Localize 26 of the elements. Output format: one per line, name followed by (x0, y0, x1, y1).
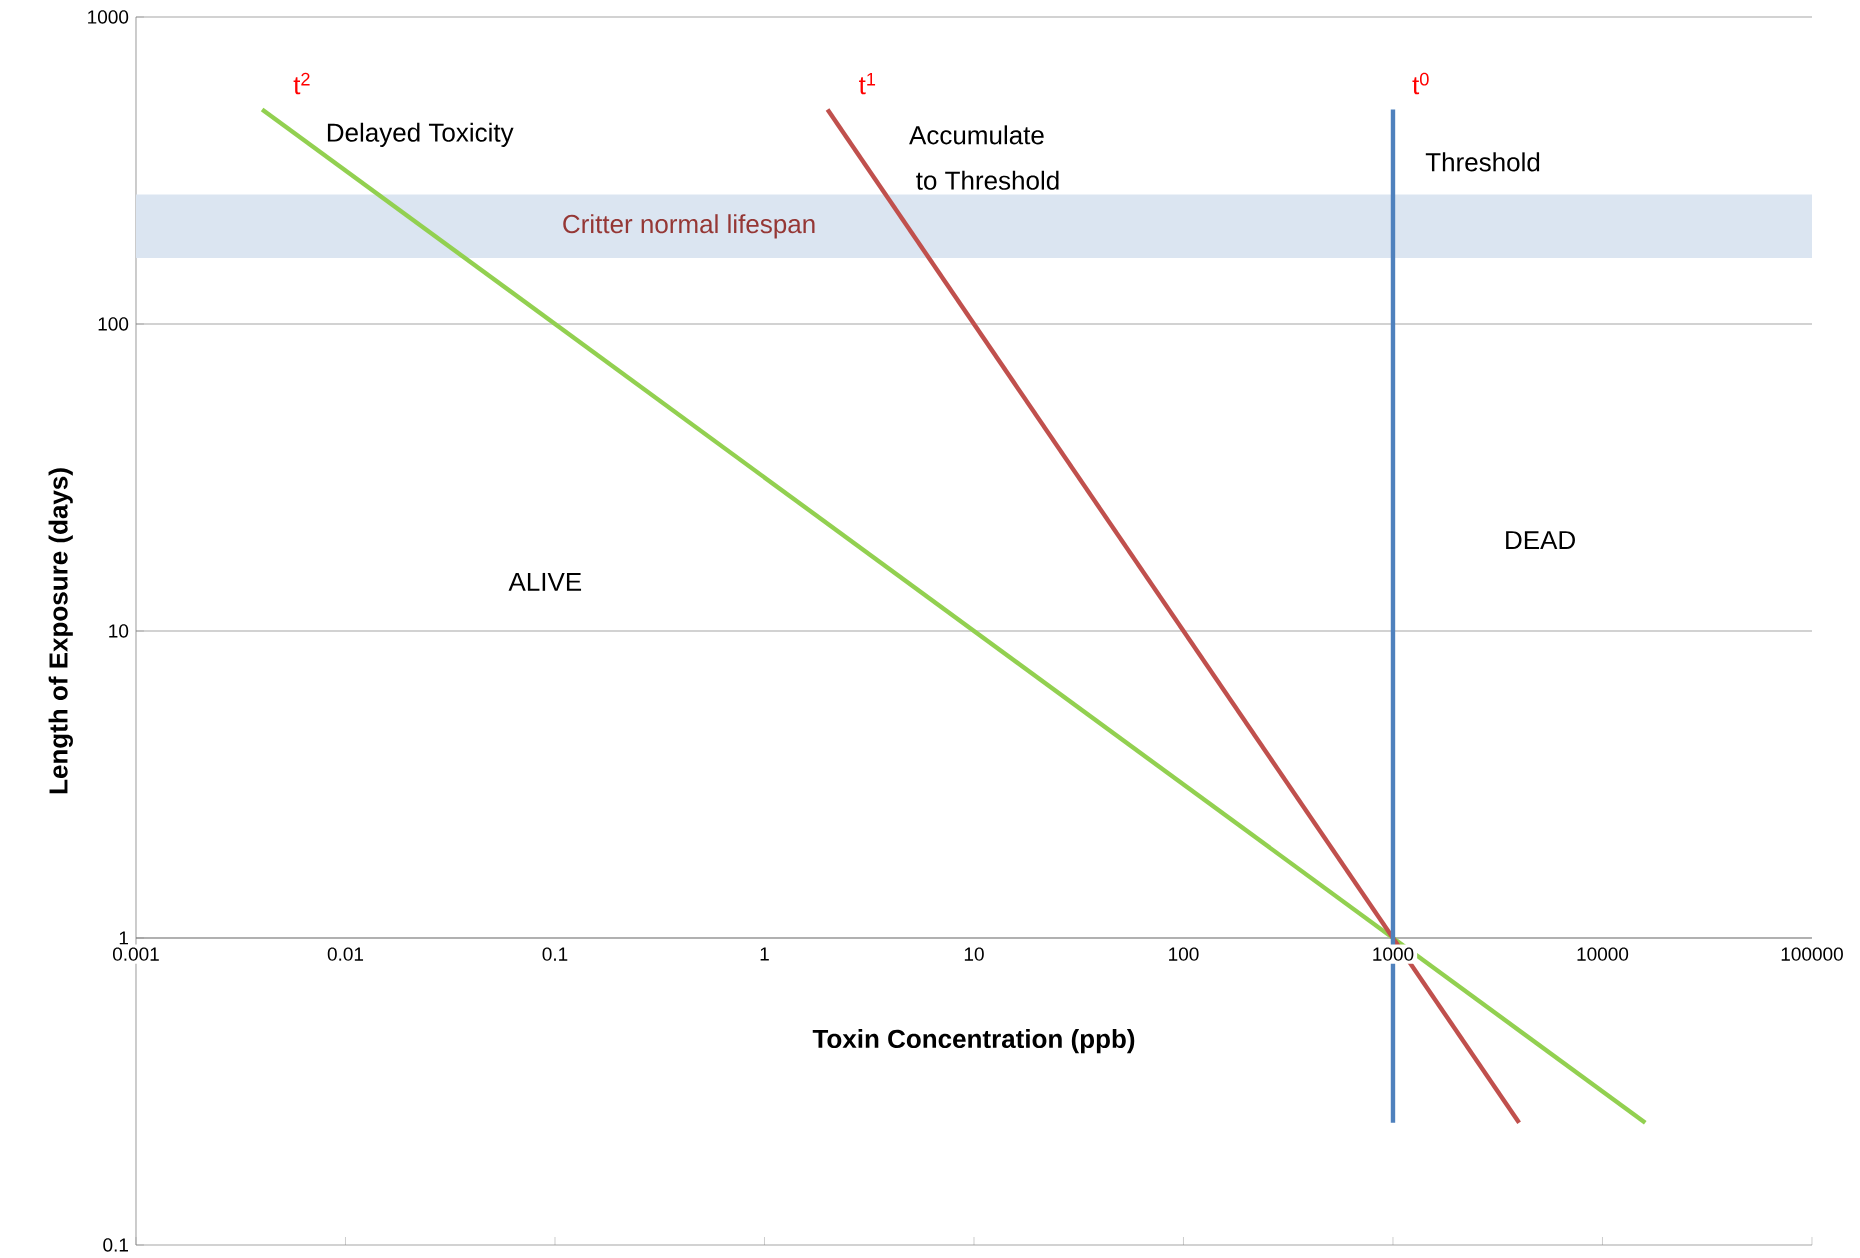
x-tick-label: 1 (760, 947, 769, 961)
x-tick-label: 0.1 (542, 947, 568, 961)
annotation: to Threshold (916, 170, 1059, 190)
x-tick-label: 0.01 (327, 947, 364, 961)
x-tick-label: 100000 (1781, 947, 1843, 961)
x-tick-label: 1000 (1373, 947, 1414, 961)
y-tick-label: 1000 (88, 10, 129, 24)
y-tick-label: 1 (119, 931, 128, 945)
series-label: t$^{0}$ (1412, 72, 1429, 95)
annotation: DEAD (1506, 531, 1575, 550)
band-label: Critter normal lifespan (563, 214, 815, 239)
y-axis-title: Length of Exposure (days) (48, 468, 73, 794)
y-tick-label: 10 (109, 624, 129, 638)
series-label: t$^{1}$ (859, 72, 876, 95)
annotation: Accumulate (909, 125, 1044, 145)
x-tick-label: 100 (1169, 947, 1199, 961)
y-tick-label: 0.1 (103, 1238, 128, 1252)
x-axis-title: Toxin Concentration (ppb) (812, 1029, 1135, 1054)
x-tick-label: 10 (964, 947, 984, 961)
y-tick-label: 100 (98, 317, 129, 331)
annotation: Delayed Toxicity (327, 122, 514, 147)
annotation: Threshold (1425, 152, 1540, 172)
x-tick-label: 0.001 (112, 947, 159, 961)
x-tick-label: 10000 (1577, 947, 1629, 961)
series-label: t$^{2}$ (293, 72, 310, 95)
annotation: ALIVE (508, 572, 582, 591)
